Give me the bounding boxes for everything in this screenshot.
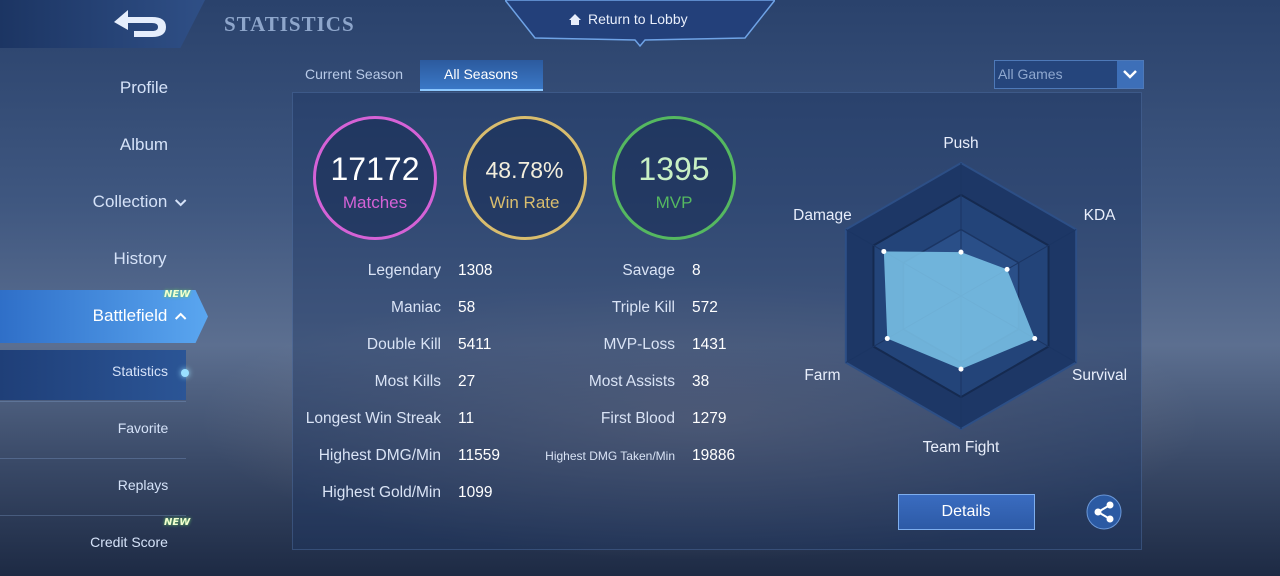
sidebar-item[interactable]: Favorite (117, 420, 169, 436)
stat-label: Double Kill (366, 336, 441, 353)
stat-value: 58 (458, 299, 476, 316)
summary-value: 1395 (638, 151, 710, 187)
summary-value: 17172 (330, 151, 420, 187)
stat-value: 1279 (692, 410, 727, 427)
stat-value: 5411 (458, 336, 492, 353)
stat-value: 11 (458, 410, 475, 427)
subitem-selected (0, 350, 186, 400)
lobby-banner[interactable] (505, 0, 775, 48)
chevron (174, 312, 187, 320)
filter-label[interactable]: All Games (998, 66, 1063, 82)
stat-value: 572 (692, 299, 718, 316)
divider (0, 401, 186, 402)
divider (0, 515, 186, 516)
summary-label: Matches (342, 193, 408, 212)
sidebar-item[interactable]: Collection (93, 192, 187, 212)
stat-label: MVP-Loss (603, 336, 676, 353)
stat-label: Triple Kill (611, 299, 675, 316)
sidebar-item[interactable]: Replays (117, 477, 169, 493)
summary-value: 48.78% (485, 157, 564, 183)
page-title: STATISTICS (224, 12, 355, 36)
lobby-button[interactable]: Return to Lobby (588, 11, 688, 27)
chevron (174, 199, 187, 207)
summary-ring (313, 116, 437, 240)
sidebar-item[interactable]: History (113, 249, 167, 268)
stat-value: 1099 (458, 484, 493, 501)
stat-label: Maniac (391, 299, 441, 316)
tab-selected (420, 60, 543, 91)
summary-label: Win Rate (489, 193, 560, 212)
season-tab[interactable]: Current Season (305, 66, 404, 82)
selected-dot (181, 369, 189, 377)
stat-label: First Blood (600, 410, 675, 427)
details-button[interactable] (898, 494, 1035, 530)
chevron (1123, 70, 1137, 79)
stat-label: Highest DMG Taken/Min (545, 449, 675, 463)
back-icon (114, 10, 166, 37)
share-button[interactable] (1086, 494, 1122, 530)
summary-ring (462, 116, 587, 240)
season-tab[interactable]: All Seasons (444, 66, 518, 82)
stat-value: 19886 (692, 447, 736, 464)
stat-value: 27 (458, 373, 476, 390)
stat-value: 1431 (692, 336, 727, 353)
new-badge: NEW (164, 517, 191, 528)
summary-label: MVP (655, 193, 693, 212)
filter-dropdown[interactable] (994, 60, 1144, 89)
stat-label: Savage (622, 262, 675, 279)
stat-value: 8 (692, 262, 701, 279)
sidebar-item[interactable]: Album (119, 135, 169, 154)
sidebar-item[interactable]: Credit Score (90, 534, 168, 550)
sidebar-item[interactable]: Battlefield (93, 306, 187, 326)
stat-label: Legendary (367, 262, 441, 279)
stat-label: Highest DMG/Min (318, 447, 441, 464)
stat-label: Most Assists (588, 373, 675, 390)
stat-value: 38 (692, 373, 710, 390)
details-label[interactable]: Details (941, 503, 991, 520)
stat-label: Highest Gold/Min (322, 484, 441, 501)
back-button[interactable] (0, 0, 205, 48)
divider (0, 458, 186, 459)
new-badge: NEW (164, 289, 191, 300)
stat-label: Most Kills (374, 373, 441, 390)
sidebar-item[interactable]: Profile (119, 78, 169, 97)
sidebar-item[interactable]: Statistics (111, 363, 169, 379)
sidebar-selected (0, 290, 208, 343)
summary-ring (612, 116, 736, 240)
stat-value: 11559 (458, 447, 500, 464)
dropdown-toggle[interactable] (1117, 61, 1143, 88)
stat-label: Longest Win Streak (305, 410, 441, 427)
stat-value: 1308 (458, 262, 493, 279)
